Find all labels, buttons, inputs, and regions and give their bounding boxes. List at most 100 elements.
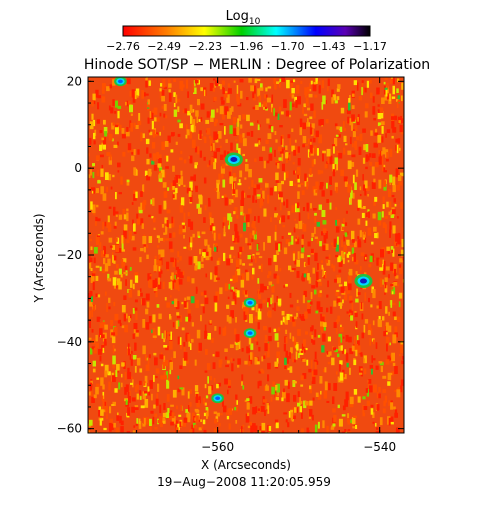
speckle-cell [338,269,342,273]
speckle-cell [388,189,392,198]
speckle-cell [100,335,102,338]
speckle-cell [126,239,130,244]
speckle-cell [104,263,109,272]
speckle-cell [241,191,245,200]
speckle-cell [351,154,356,158]
speckle-cell [258,256,263,259]
speckle-cell [383,81,386,85]
speckle-cell [355,321,358,328]
speckle-cell [288,242,291,247]
speckle-cell [92,172,95,179]
speckle-cell [187,391,190,399]
speckle-cell [309,83,311,90]
speckle-cell [283,99,287,108]
speckle-cell [197,99,200,106]
speckle-cell [338,344,341,351]
speckle-cell [401,360,404,365]
speckle-cell [176,316,181,319]
speckle-cell [315,181,319,190]
speckle-cell [273,328,277,332]
speckle-cell [402,253,404,261]
speckle-cell [307,430,310,433]
speckle-cell [307,138,310,144]
speckle-cell [351,246,355,254]
speckle-cell [224,126,226,135]
speckle-cell [204,402,207,406]
speckle-cell [237,103,242,107]
speckle-cell [301,238,304,245]
speckle-cell [340,345,343,351]
speckle-cell [323,322,327,327]
speckle-cell [226,94,230,103]
speckle-cell [164,330,166,340]
speckle-cell [327,157,332,163]
speckle-cell [259,156,263,161]
speckle-cell [307,306,311,314]
speckle-cell [118,214,123,220]
speckle-cell [213,377,216,383]
speckle-cell [254,158,257,162]
speckle-cell [296,312,298,317]
speckle-cell [386,246,390,251]
speckle-cell [255,199,257,203]
speckle-cell [162,419,166,424]
speckle-cell [146,147,149,154]
speckle-cell [389,229,391,238]
speckle-cell [170,281,173,290]
speckle-cell [393,115,397,121]
speckle-cell [286,313,290,320]
speckle-cell [325,119,329,124]
speckle-cell [164,115,168,119]
speckle-cell [308,93,313,98]
speckle-cell [293,359,296,363]
speckle-cell [191,424,195,433]
speckle-cell [350,245,354,248]
speckle-cell [144,170,148,176]
speckle-cell [388,201,392,209]
speckle-cell [402,117,404,124]
speckle-cell [205,395,209,399]
speckle-cell [108,297,111,303]
speckle-cell [264,334,268,341]
speckle-cell [302,106,304,114]
speckle-cell [289,114,291,118]
speckle-cell [244,177,247,180]
speckle-cell [213,295,218,302]
speckle-cell [339,327,344,333]
speckle-cell [347,413,350,419]
speckle-cell [112,345,115,354]
speckle-cell [289,304,294,308]
speckle-cell [380,366,383,373]
speckle-cell [283,201,286,206]
speckle-cell [313,110,316,119]
speckle-cell [143,381,146,386]
speckle-cell [178,183,181,187]
speckle-cell [347,160,352,170]
speckle-cell [390,421,394,425]
speckle-cell [200,264,204,268]
speckle-cell [313,369,318,376]
speckle-cell [101,142,104,148]
speckle-cell [392,334,397,344]
speckle-cell [325,256,329,259]
speckle-cell [252,92,255,99]
speckle-cell [398,301,401,308]
speckle-cell [134,405,139,408]
speckle-cell [108,422,112,432]
speckle-cell [294,238,298,242]
speckle-cell [134,342,137,351]
speckle-cell [112,355,116,365]
patch-core [117,79,123,84]
speckle-cell [246,214,250,223]
speckle-cell [88,293,90,301]
speckle-cell [112,254,114,263]
speckle-cell [380,249,384,258]
speckle-cell [328,383,331,391]
speckle-cell [359,230,362,238]
speckle-cell [272,307,276,310]
speckle-cell [275,139,278,143]
speckle-cell [363,206,366,209]
speckle-cell [391,96,396,99]
speckle-cell [230,166,232,173]
speckle-cell [285,145,288,151]
